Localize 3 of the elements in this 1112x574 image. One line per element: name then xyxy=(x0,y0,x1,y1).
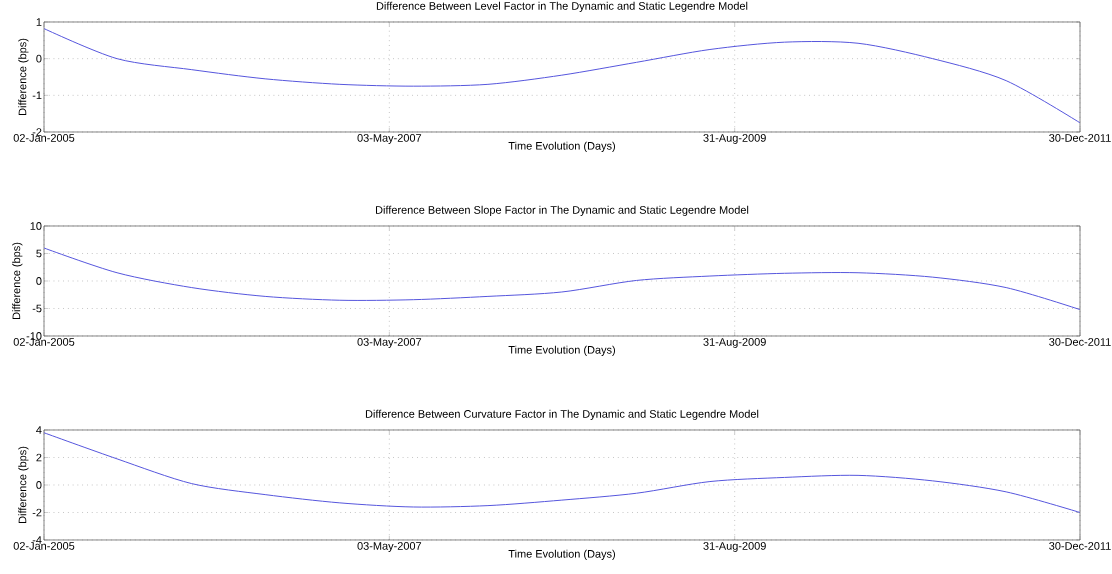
line-series xyxy=(44,432,1081,513)
line-series xyxy=(44,247,1081,311)
line-series xyxy=(44,28,1081,124)
